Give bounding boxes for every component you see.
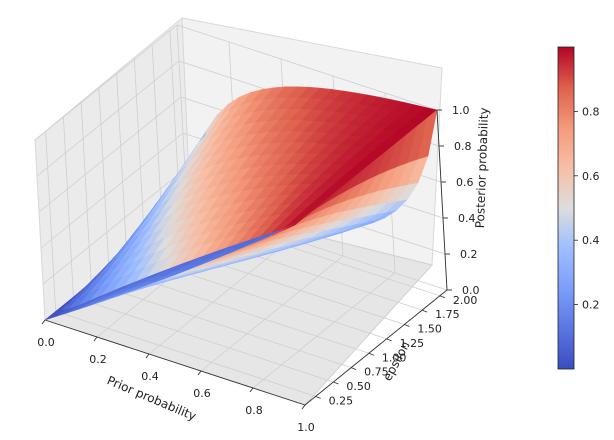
y-tick-label: 0.50	[346, 380, 371, 393]
x-tick-label: 0.4	[141, 370, 159, 383]
y-tick-label: 2.00	[453, 294, 478, 307]
colorbar-tick-label: 0.6	[582, 170, 600, 183]
colorbar-tick-label: 0.4	[582, 234, 600, 247]
grid-line	[176, 24, 438, 111]
x-tick-label: 0.2	[89, 353, 107, 366]
y-tick	[404, 324, 410, 327]
grid-line	[116, 73, 128, 254]
y-tick-label: 0.75	[364, 366, 389, 379]
y-tick	[386, 338, 392, 342]
z-tick-label: 1.0	[452, 104, 470, 117]
grid-line	[34, 24, 178, 141]
surface-mesh	[44, 86, 438, 321]
y-tick-label: 1.00	[382, 351, 407, 364]
y-tick	[368, 352, 375, 356]
surface-face	[283, 216, 306, 231]
y-tick	[333, 381, 339, 385]
x-tick	[41, 319, 46, 325]
y-tick	[421, 309, 428, 313]
grid-line	[252, 272, 396, 389]
y-tick-label: 1.75	[435, 308, 460, 321]
grid-line	[98, 88, 110, 269]
z-tick-label: 0.8	[454, 140, 472, 153]
grid-line	[40, 132, 184, 249]
z-tick-label: 0.0	[462, 284, 480, 297]
grid-line	[45, 131, 57, 312]
x-tick-label: 0.0	[37, 336, 55, 349]
x-tick	[301, 404, 306, 410]
y-tick	[350, 367, 357, 371]
y-tick	[315, 395, 321, 399]
grid-line	[134, 59, 145, 240]
grid-line	[42, 168, 186, 285]
x-tick	[93, 336, 98, 342]
x-tick-label: 0.8	[245, 404, 263, 417]
y-tick-label: 1.50	[417, 323, 442, 336]
y-tick-label: 0.25	[329, 394, 354, 407]
y-tick	[439, 295, 446, 299]
grid-line	[63, 116, 74, 298]
colorbar	[557, 46, 575, 370]
colorbar-tick-label: 0.8	[582, 105, 600, 118]
z-tick-label: 0.6	[456, 176, 474, 189]
x-tick	[249, 387, 254, 393]
y-axis-line	[304, 289, 448, 406]
x-tick-label: 1.0	[297, 421, 315, 434]
grid-line	[73, 296, 334, 383]
grid-line	[80, 102, 92, 283]
grid-line	[148, 238, 292, 355]
grid-line	[38, 96, 182, 213]
z-tick-label: 0.4	[458, 212, 476, 225]
x-tick	[145, 353, 150, 359]
colorbar-ticks: 0.2 0.4 0.6 0.8	[574, 105, 600, 312]
colorbar-tick-label: 0.2	[582, 299, 600, 312]
grid-line	[36, 60, 180, 177]
x-tick	[197, 370, 202, 376]
grid-line	[55, 310, 316, 397]
y-tick-label: 1.25	[400, 337, 425, 350]
z-tick-label: 0.2	[460, 248, 478, 261]
grid-line	[151, 45, 163, 226]
grid-line	[200, 255, 344, 372]
axes-ticks: 0.00.20.40.60.81.00.250.500.751.001.251.…	[37, 104, 479, 434]
x-axis-line	[44, 319, 306, 406]
z-axis-line	[436, 109, 448, 291]
x-tick-label: 0.6	[193, 387, 211, 400]
grid-line	[91, 282, 352, 369]
z-axis-label: Posterior probability	[473, 107, 491, 228]
